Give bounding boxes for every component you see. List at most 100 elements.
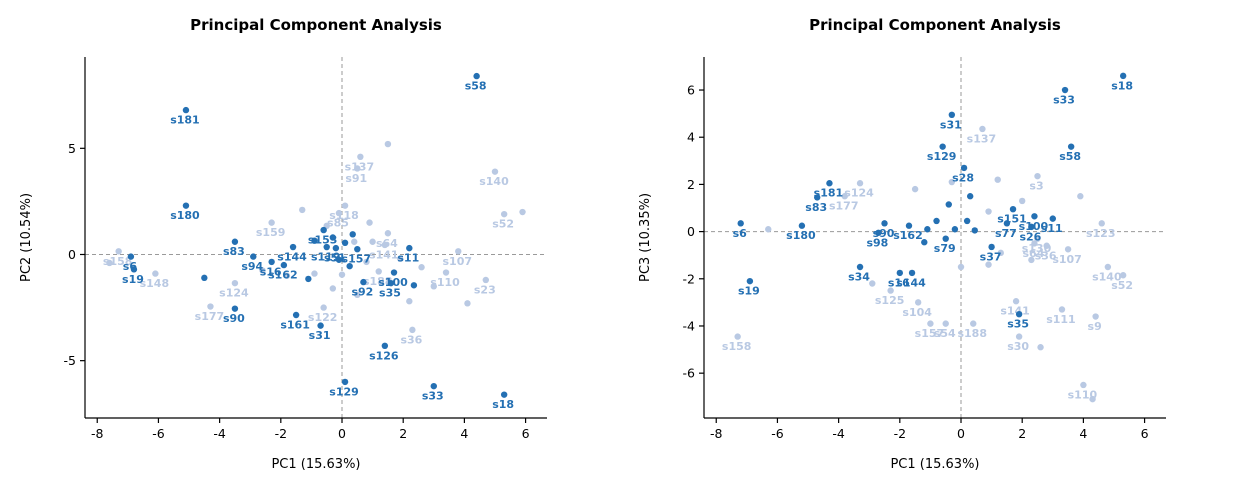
point-label: s9 [1088, 320, 1102, 333]
data-point [410, 282, 418, 289]
data-point [896, 269, 904, 277]
data-point [985, 261, 992, 268]
data-point [406, 298, 413, 305]
point-label: s140 [1092, 270, 1122, 283]
point-label: s98 [866, 236, 888, 249]
data-point [442, 269, 450, 276]
data-point [856, 180, 864, 187]
data-point [1012, 298, 1020, 305]
y-tick-label: 5 [68, 141, 76, 156]
point-label: s180 [170, 209, 200, 222]
point-label: s107 [1052, 253, 1082, 266]
data-point [430, 382, 437, 390]
data-point [927, 320, 934, 327]
data-point [384, 230, 392, 237]
point-label: s181 [814, 187, 844, 200]
point-label: s141 [1000, 305, 1030, 318]
point-label: s33 [1053, 94, 1075, 107]
data-point [464, 300, 471, 307]
data-point [951, 226, 959, 233]
data-point [994, 176, 1001, 183]
point-label: s144 [896, 276, 926, 289]
data-point [1061, 86, 1069, 94]
data-point [737, 220, 744, 227]
data-point [970, 320, 977, 327]
data-point [430, 283, 437, 290]
data-point [289, 243, 297, 251]
x-tick-label: -8 [91, 426, 104, 441]
y-tick-label: -2 [683, 271, 695, 286]
data-point [363, 258, 370, 266]
data-point [127, 253, 135, 260]
data-point [311, 270, 318, 277]
data-point [1077, 193, 1084, 200]
point-label: s180 [786, 229, 816, 242]
data-point [960, 164, 968, 172]
data-point [957, 263, 965, 271]
pca-panel-left: -8 -6 -4 -2 0 2 4 6 -5 0 5 Principal Component Anal… [19, 16, 547, 472]
data-point [979, 125, 986, 133]
data-point [948, 178, 956, 186]
x-tick-label: -4 [213, 426, 226, 441]
point-label: s91 [345, 172, 367, 185]
data-point [500, 210, 508, 218]
data-point [381, 342, 389, 349]
data-point [406, 244, 413, 252]
data-point [519, 208, 526, 216]
x-tick-label: -4 [832, 426, 845, 441]
point-label: s18 [1111, 79, 1133, 92]
point-label: s144 [277, 251, 307, 264]
data-point [1043, 242, 1050, 249]
data-point [231, 279, 239, 287]
point-label: s54 [934, 327, 956, 340]
y-tick-label: -6 [683, 366, 696, 381]
data-point [182, 106, 190, 114]
data-point [317, 322, 324, 329]
point-label: s141 [369, 248, 399, 261]
data-point [201, 274, 208, 282]
data-point [1009, 205, 1017, 213]
x-tick-label: 2 [399, 426, 407, 441]
x-axis-label: PC1 (15.63%) [890, 457, 979, 472]
data-point [311, 237, 318, 244]
point-label: s124 [219, 287, 249, 300]
point-label: s148 [140, 277, 170, 290]
x-tick-label: 0 [338, 426, 346, 441]
data-point [387, 279, 395, 287]
data-point [997, 249, 1004, 257]
data-point [1003, 220, 1011, 227]
data-point [814, 194, 821, 201]
x-tick-label: -2 [275, 426, 287, 441]
data-point [985, 208, 992, 215]
data-point [455, 248, 462, 255]
x-tick-label: 0 [957, 426, 965, 441]
data-point [250, 253, 257, 260]
point-label: s162 [893, 229, 923, 242]
point-label: s58 [1059, 150, 1081, 163]
data-point [1119, 272, 1127, 279]
point-label: s125 [875, 294, 905, 307]
data-point [231, 238, 239, 245]
data-point [1080, 381, 1087, 389]
point-label: s30 [1007, 340, 1029, 353]
data-point [1037, 344, 1044, 351]
data-point [921, 239, 928, 246]
data-point [1031, 213, 1038, 220]
data-point [409, 326, 416, 334]
data-point [115, 248, 122, 255]
point-label: s137 [967, 132, 997, 145]
point-label: s16 [888, 276, 910, 289]
point-label: s162 [268, 269, 298, 282]
data-point [1015, 310, 1023, 318]
data-point [1092, 313, 1099, 320]
y-axis-label: PC2 (10.54%) [19, 193, 34, 282]
data-point [905, 222, 913, 229]
data-point [375, 268, 382, 275]
point-label: s92 [351, 286, 373, 299]
data-point [924, 226, 931, 233]
data-point [329, 285, 337, 292]
pca-scatter-pc1-pc3: -8 -6 -4 -2 0 2 4 6 -6 -4 -2 0 2 4 6 Principal Componen… [638, 16, 1166, 472]
data-point [329, 234, 337, 241]
data-point [826, 180, 833, 187]
point-label: s119 [311, 251, 341, 264]
